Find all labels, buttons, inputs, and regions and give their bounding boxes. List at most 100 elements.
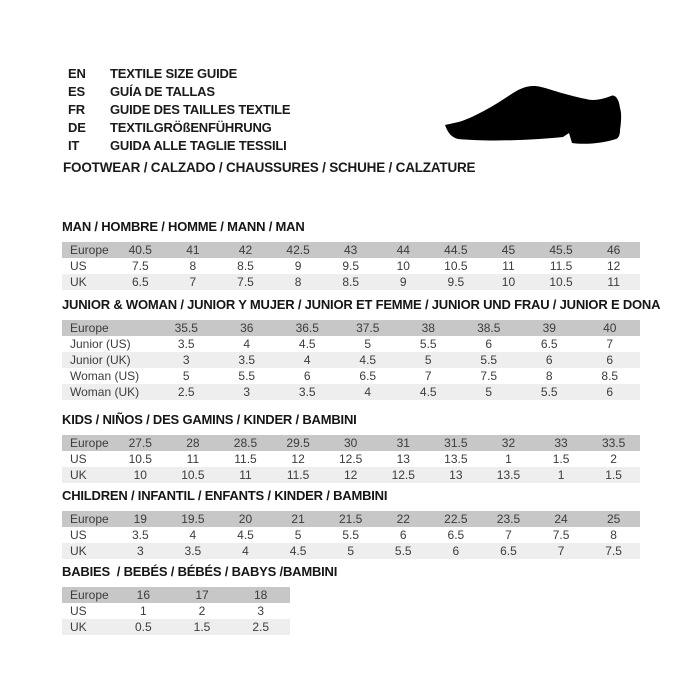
language-code: ES <box>68 84 85 99</box>
size-cell: 8.5 <box>601 369 619 383</box>
size-cell: 2 <box>610 452 617 466</box>
size-cell: 21.5 <box>338 512 363 526</box>
size-cell: 12 <box>291 452 305 466</box>
size-cell: 5.5 <box>480 353 498 367</box>
size-cell: 10.5 <box>444 259 468 273</box>
table-title: CHILDREN / INFANTIL / ENFANTS / KINDER /… <box>62 488 388 503</box>
size-cell: 8 <box>545 369 553 383</box>
row-label: US <box>70 452 87 466</box>
size-cell: 6 <box>399 528 407 542</box>
size-cell: 13 <box>396 452 410 466</box>
size-cell: 13.5 <box>496 468 521 482</box>
section-babies: BABIES / BEBÉS / BÉBÉS / BABYS /BAMBINI … <box>62 565 337 635</box>
size-cell: 31 <box>396 436 410 450</box>
size-cell: 7.5 <box>131 259 149 273</box>
size-table-kids: Europe 27.5 28 28.5 29.5 30 31 31.5 32 33 33.5 US 10… <box>62 435 640 483</box>
size-cell: 44 <box>396 243 410 257</box>
size-cell: 38.5 <box>477 321 501 335</box>
size-cell: 12.5 <box>338 452 363 466</box>
size-cell: 5 <box>294 528 302 542</box>
size-table-babies: Europe 16 17 18 US 1 2 3 UK 0.5 1.5 2.5 <box>62 587 290 635</box>
size-row-uk: UK 10 10.5 11 11.5 12 12.5 13 13.5 1 1.5 <box>62 467 640 483</box>
size-cell: 6 <box>303 369 311 383</box>
size-cell: 6 <box>485 337 493 351</box>
size-cell: 0.5 <box>134 620 152 634</box>
size-cell: 6.5 <box>447 528 465 542</box>
size-cell: 30 <box>343 436 358 450</box>
section-junior-woman: JUNIOR & WOMAN / JUNIOR Y MUJER / JUNIOR… <box>62 298 661 400</box>
size-row-junior-us: Junior (US) 3.5 4 4.5 5 5.5 6 6.5 7 <box>62 336 640 352</box>
size-cell: 10.5 <box>128 452 152 466</box>
language-row-de: DE TEXTILGRÖßENFÜHRUNG <box>68 119 290 137</box>
size-cell: 10.5 <box>181 468 205 482</box>
size-cell: 4 <box>242 544 249 558</box>
language-row-fr: FR GUIDE DES TAILLES TEXTILE <box>68 101 291 119</box>
size-cell: 9 <box>294 259 302 273</box>
row-label: UK <box>70 620 87 634</box>
size-cell: 6 <box>606 385 614 399</box>
size-cell: 32 <box>501 436 516 450</box>
size-cell: 5 <box>364 337 372 351</box>
size-cell: 6.5 <box>540 337 558 351</box>
size-cell: 1.5 <box>193 620 211 634</box>
row-label: US <box>70 528 87 542</box>
language-label: GUIDE DES TAILLES TEXTILE <box>110 102 291 117</box>
row-label: Europe <box>70 588 109 602</box>
size-cell: 5.5 <box>238 369 256 383</box>
size-cell: 5.5 <box>419 337 437 351</box>
size-cell: 25 <box>606 512 621 526</box>
size-cell: 38 <box>421 321 435 335</box>
size-cell: 28.5 <box>233 436 258 450</box>
section-man: MAN / HOMBRE / HOMME / MANN / MAN Europe… <box>62 220 640 290</box>
size-cell: 18 <box>254 588 268 602</box>
size-cell: 3.5 <box>184 544 202 558</box>
size-cell: 43 <box>343 243 358 257</box>
size-row-europe: Europe 16 17 18 <box>62 587 290 603</box>
language-title-block: EN TEXTILE SIZE GUIDE ES GUÍA DE TALLAS … <box>68 65 291 155</box>
size-cell: 3.5 <box>238 353 256 367</box>
size-row-us: US 1 2 3 <box>62 603 290 619</box>
size-cell: 1.5 <box>552 452 570 466</box>
size-cell: 2 <box>198 604 206 618</box>
size-cell: 33.5 <box>601 436 626 450</box>
size-cell: 6.5 <box>500 544 517 558</box>
size-cell: 2.5 <box>252 620 270 634</box>
language-row-es: ES GUÍA DE TALLAS <box>68 83 290 101</box>
size-cell: 28 <box>186 436 200 450</box>
size-cell: 8.5 <box>237 259 254 273</box>
size-cell: 1.5 <box>605 468 622 482</box>
size-cell: 45.5 <box>549 243 573 257</box>
size-cell: 23.5 <box>496 512 521 526</box>
section-children: CHILDREN / INFANTIL / ENFANTS / KINDER /… <box>62 489 640 559</box>
row-label: Woman (UK) <box>70 385 140 399</box>
size-cell: 1 <box>139 604 147 618</box>
size-row-us: US 3.5 4 4.5 5 5.5 6 6.5 7 7.5 8 <box>62 527 640 543</box>
size-cell: 1 <box>557 468 565 482</box>
size-row-woman-us: Woman (US) 5 5.5 6 6.5 7 7.5 8 8.5 <box>62 368 640 384</box>
size-cell: 12 <box>606 259 621 273</box>
size-cell: 5.5 <box>540 385 558 399</box>
size-cell: 7.5 <box>237 275 254 289</box>
language-code: EN <box>68 66 86 81</box>
size-cell: 16 <box>136 588 151 602</box>
size-cell: 13 <box>449 468 463 482</box>
size-row-us: US 7.5 8 8.5 9 9.5 10 10.5 11 11.5 12 <box>62 258 640 274</box>
language-code: DE <box>68 120 86 135</box>
size-table-children: Europe 19 19.5 20 21 21.5 22 22.5 23.5 24 25 US 3.5 4… <box>62 511 640 559</box>
size-cell: 45 <box>501 243 516 257</box>
size-cell: 9.5 <box>342 259 360 273</box>
size-cell: 3.5 <box>177 337 195 351</box>
size-table-man: Europe 40.5 41 42 42.5 43 44 44.5 45 45.5 46 US 7.5 8… <box>62 242 640 290</box>
size-cell: 5 <box>424 353 432 367</box>
size-cell: 35.5 <box>174 321 198 335</box>
size-cell: 3 <box>243 385 251 399</box>
size-cell: 33 <box>554 436 568 450</box>
size-row-europe: Europe 40.5 41 42 42.5 43 44 44.5 45 45.5 46 <box>62 242 640 258</box>
size-cell: 11.5 <box>286 468 310 482</box>
size-row-europe: Europe 19 19.5 20 21 21.5 22 22.5 23.5 24 25 <box>62 511 640 527</box>
size-cell: 10 <box>396 259 410 273</box>
size-cell: 5 <box>485 385 493 399</box>
table-title: KIDS / NIÑOS / DES GAMINS / KINDER / BAM… <box>62 412 357 427</box>
size-cell: 7.5 <box>605 544 622 558</box>
row-label: Europe <box>70 321 109 335</box>
